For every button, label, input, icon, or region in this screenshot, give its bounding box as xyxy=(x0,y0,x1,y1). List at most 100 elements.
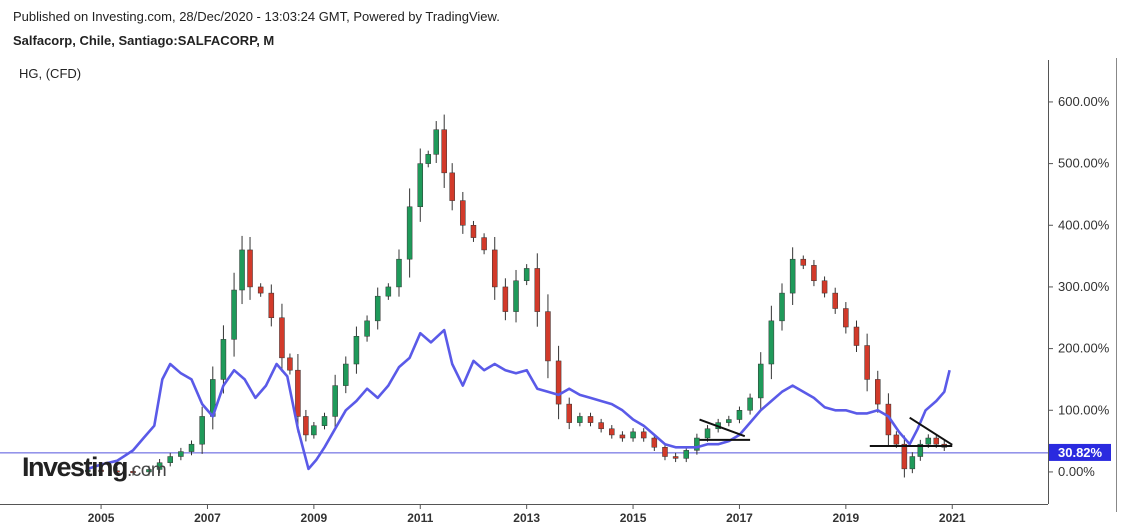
candle-body xyxy=(736,410,743,420)
candle-body xyxy=(321,416,328,426)
candle-body xyxy=(619,434,626,439)
candle-body xyxy=(406,206,413,260)
candle-body xyxy=(460,200,466,226)
candle-body xyxy=(811,265,817,282)
candle-body xyxy=(220,339,227,380)
x-tick-label: 2005 xyxy=(88,511,115,525)
candle-body xyxy=(925,437,932,445)
candle-body xyxy=(901,443,908,470)
candle-body xyxy=(311,425,317,436)
x-tick-label: 2009 xyxy=(301,511,328,525)
candle-body xyxy=(268,292,275,319)
candle-body xyxy=(917,443,924,457)
y-tick-label: 600.00% xyxy=(1058,94,1110,109)
candle-body xyxy=(704,428,711,439)
candle-body xyxy=(853,326,860,346)
candle-body xyxy=(481,237,487,251)
candle-body xyxy=(396,258,402,288)
candle-body xyxy=(694,437,700,451)
candle-body xyxy=(167,456,173,463)
reference-label: 30.82% xyxy=(1058,445,1103,460)
candle-body xyxy=(545,311,551,362)
candle-body xyxy=(417,163,424,208)
candle-body xyxy=(757,363,764,399)
candle-body xyxy=(247,249,253,288)
y-tick-label: 0.00% xyxy=(1058,464,1095,479)
candle-body xyxy=(672,456,679,459)
x-tick-label: 2017 xyxy=(726,511,753,525)
candle-body xyxy=(523,268,530,282)
candle-body xyxy=(683,450,690,459)
candle-body xyxy=(640,431,647,439)
candle-body xyxy=(662,447,668,457)
candle-body xyxy=(555,360,562,405)
line-layer xyxy=(87,328,951,471)
candle-body xyxy=(146,469,152,473)
candle-body xyxy=(577,416,583,423)
candle-body xyxy=(832,292,838,309)
candle-body xyxy=(199,416,205,445)
candle-body xyxy=(864,345,870,380)
candle-body xyxy=(609,428,615,436)
candle-body xyxy=(875,379,881,405)
pattern-resistance-line xyxy=(909,416,953,446)
candle-body xyxy=(441,129,447,174)
candle-body xyxy=(630,431,636,439)
candle-body xyxy=(491,249,498,288)
candle-body xyxy=(114,470,120,473)
candle-body xyxy=(821,280,828,294)
candle-body xyxy=(364,320,370,337)
reference-badge xyxy=(1049,443,1111,461)
y-tick-label: 100.00% xyxy=(1058,402,1110,417)
candle-body xyxy=(385,286,392,297)
candle-body xyxy=(332,385,338,417)
candle-body xyxy=(779,292,785,322)
candle-body xyxy=(513,280,519,312)
publish-info: Published on Investing.com, 28/Dec/2020 … xyxy=(13,9,500,24)
candle-body xyxy=(188,443,195,452)
candle-body xyxy=(843,308,849,328)
candle-body xyxy=(374,295,381,322)
candle-body xyxy=(85,469,91,472)
candle-body xyxy=(651,437,658,448)
y-tick-label: 200.00% xyxy=(1058,341,1110,356)
candle-body xyxy=(353,336,360,365)
candle-body xyxy=(178,451,184,457)
candle-body xyxy=(587,416,594,423)
candle-body xyxy=(425,154,431,164)
candle-body xyxy=(933,437,940,445)
candle-body xyxy=(343,363,349,386)
y-tick-label: 500.00% xyxy=(1058,156,1110,171)
symbol-title: Salfacorp, Chile, Santiago:SALFACORP, M xyxy=(13,33,275,48)
x-tick-label: 2013 xyxy=(513,511,540,525)
candle-body xyxy=(287,357,293,371)
candle-body xyxy=(303,416,309,436)
candle-body xyxy=(747,397,753,411)
candle-body xyxy=(789,258,796,294)
candle-layer xyxy=(85,114,948,478)
x-tick-label: 2019 xyxy=(832,511,859,525)
x-tick-label: 2011 xyxy=(407,511,433,525)
investing-logo: Investing.com xyxy=(22,452,167,483)
candle-body xyxy=(470,225,477,238)
candle-body xyxy=(231,289,237,340)
candle-body xyxy=(909,456,916,470)
candle-body xyxy=(295,369,301,417)
candle-body xyxy=(768,320,775,365)
y-tick-label: 400.00% xyxy=(1058,217,1110,232)
hg-overlay-line xyxy=(87,328,951,471)
logo-suffix: .com xyxy=(127,460,167,481)
annotation-layer xyxy=(699,416,953,448)
x-tick-label: 2007 xyxy=(194,511,221,525)
axis-layer: 600.00% 500.00% 400.00% 300.00% 200.00% 100.0… xyxy=(0,58,1117,525)
overlay-legend: HG, (CFD) xyxy=(19,66,82,81)
candle-body xyxy=(130,471,136,474)
x-tick-label: 2015 xyxy=(620,511,647,525)
candle-body xyxy=(534,268,541,312)
candle-body xyxy=(726,419,732,423)
x-tick-label: 2021 xyxy=(939,511,966,525)
y-tick-label: 300.00% xyxy=(1058,279,1110,294)
candle-body xyxy=(800,258,807,266)
candle-body xyxy=(279,317,285,359)
